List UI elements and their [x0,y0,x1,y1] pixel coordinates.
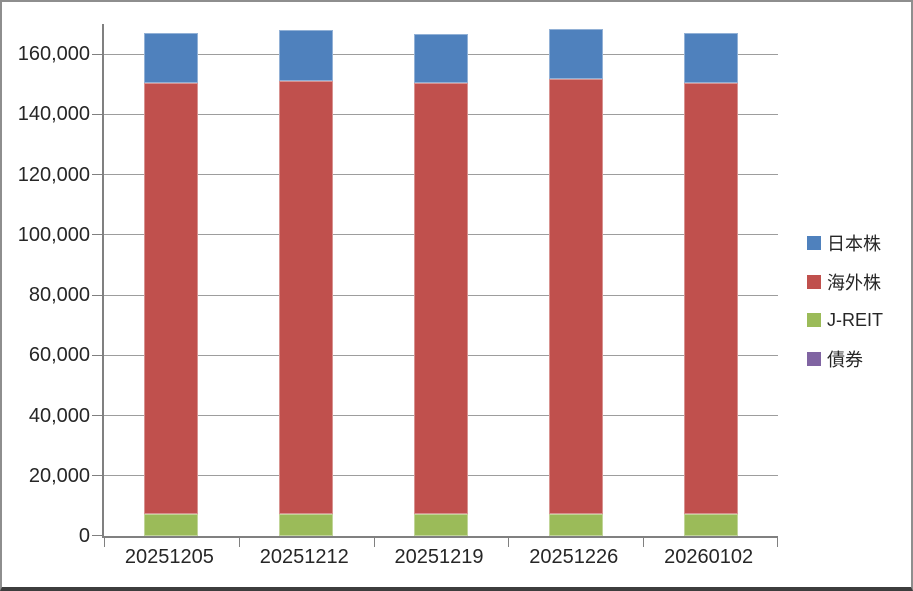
x-axis-tick [104,536,105,547]
legend-item-海外株: 海外株 [807,271,881,293]
bar-slot [643,24,778,536]
legend-swatch-icon [807,236,821,250]
y-axis-tick [92,174,104,176]
x-axis-tick [777,536,778,547]
x-axis-tick [238,536,240,547]
bar-segment-日本株 [548,28,603,80]
legend-swatch-icon [807,313,821,327]
y-axis-label: 120,000 [17,163,90,186]
bar-slot [508,24,643,536]
y-axis-label: 40,000 [28,404,90,427]
bar-segment-J-REIT [683,513,738,536]
bar-segment-J-REIT [279,513,334,536]
x-axis-tick [373,536,375,547]
y-axis-label: 80,000 [28,284,90,307]
legend-item-J-REIT: J-REIT [807,309,883,331]
legend-label: 海外株 [827,273,881,293]
bar-slot [239,24,374,536]
bar-segment-J-REIT [144,514,199,536]
legend-swatch-icon [807,352,821,366]
y-axis-tick [92,534,104,536]
y-axis-label: 160,000 [17,43,90,66]
bar-segment-海外株 [548,79,603,514]
y-axis-tick [92,415,104,417]
y-axis-label: 100,000 [17,223,90,246]
stacked-bar-20260102 [683,24,738,536]
bar-slot [374,24,509,536]
y-axis-tick [92,475,104,477]
y-axis-tick [92,113,104,115]
y-axis-tick [92,294,104,296]
legend-label: 日本株 [827,234,881,254]
bar-segment-海外株 [279,80,334,514]
legend-label: J-REIT [827,309,883,330]
stacked-bar-20251219 [413,24,468,536]
stacked-bar-20251226 [548,24,603,536]
stacked-bar-20251212 [279,24,334,536]
legend-swatch-icon [807,275,821,289]
x-axis-tick [643,536,645,547]
legend-label: 債券 [827,350,863,370]
plot-area [92,24,778,547]
legend-item-債券: 債券 [807,348,863,370]
x-axis-label: 20251212 [259,546,349,568]
bar-segment-J-REIT [548,513,603,536]
bar-segment-海外株 [144,82,199,515]
bar-segment-日本株 [144,32,199,83]
stacked-bar-20251205 [144,24,199,536]
x-axis-label: 20251205 [124,546,214,568]
bar-segment-日本株 [279,30,334,81]
bar-segment-J-REIT [413,513,468,536]
legend-item-日本株: 日本株 [807,232,881,254]
x-axis-label: 20260102 [664,546,754,568]
x-axis-tick [508,536,510,547]
y-axis-label: 140,000 [17,103,90,126]
bar-segment-日本株 [683,32,738,83]
bar-segment-日本株 [413,33,468,84]
bar-segment-海外株 [413,83,468,514]
y-axis-tick [92,234,104,236]
y-axis-tick [92,53,104,55]
x-axis-label: 20251226 [529,546,619,568]
bar-slot [104,24,239,536]
x-axis-label: 20251219 [394,546,484,568]
y-axis-label: 20,000 [28,464,90,487]
bar-segment-海外株 [683,82,738,514]
y-axis-label: 60,000 [28,344,90,367]
y-axis-label: 0 [78,525,90,547]
y-axis-tick [92,354,104,356]
